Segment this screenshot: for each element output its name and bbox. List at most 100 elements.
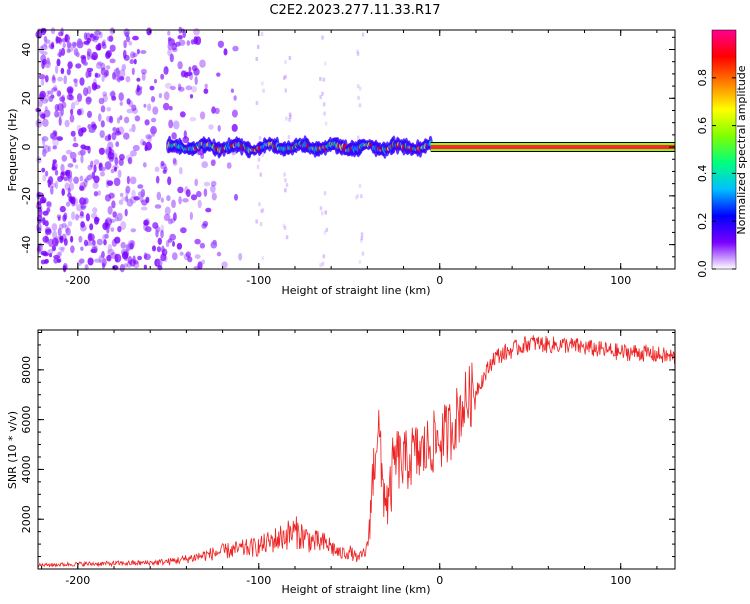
heatmap-streak-cell [324, 121, 328, 126]
heatmap-noise-cell [47, 145, 52, 153]
heatmap-noise-cell [189, 94, 194, 99]
snr-series-line [37, 335, 675, 568]
heatmap-noise-cell [126, 175, 130, 185]
heatmap-noise-cell [177, 186, 184, 194]
heatmap-noise-cell [104, 161, 112, 170]
heatmap-streak-cell [255, 101, 259, 105]
heatmap-noise-cell [64, 34, 70, 43]
heatmap-noise-cell [60, 67, 65, 75]
heatmap-noise-cell [65, 149, 72, 155]
colorbar-gradient [711, 29, 737, 270]
heatmap-streak-cell [319, 76, 322, 81]
heatmap-streak-cell [361, 32, 365, 37]
heatmap-streak-cell [284, 60, 287, 65]
colorbar-tick-label: 0.0 [696, 260, 709, 278]
heatmap-noise-cell [136, 48, 140, 55]
heatmap-noise-cell [52, 145, 57, 150]
heatmap-noise-cell [147, 30, 151, 36]
heatmap-noise-cell [94, 30, 102, 36]
snr-x-ticks: -200 -100 0 100 [41, 330, 658, 587]
heatmap-noise-cell [66, 94, 74, 101]
heatmap-noise-cell [193, 36, 198, 45]
heatmap-noise-cell [76, 93, 83, 102]
heatmap-noise-cell [48, 253, 53, 258]
heatmap-noise-cell [160, 73, 165, 80]
heatmap-noise-cell [70, 245, 75, 254]
heatmap-noise-cell [44, 106, 48, 112]
heatmap-noise-cell [40, 54, 47, 63]
heatmap-noise-cell [126, 108, 134, 114]
figure-title: C2E2.2023.277.11.33.R17 [269, 3, 440, 18]
heatmap-noise-cell [210, 180, 217, 187]
heatmap-noise-cell [56, 136, 63, 141]
heatmap-noise-cell [87, 164, 93, 171]
heatmap-noise-cell [197, 261, 203, 270]
heatmap-noise-cell [114, 74, 122, 81]
heatmap-noise-cell [83, 198, 87, 205]
heatmap-noise-cell [123, 250, 129, 257]
heatmap-noise-cell [84, 177, 89, 183]
heatmap-noise-cell [107, 151, 112, 159]
heatmap-noise-cell [106, 227, 110, 234]
heatmap-noise-cell [101, 41, 106, 47]
heatmap-noise-cell [88, 173, 95, 178]
heatmap-noise-cell [162, 102, 170, 111]
heatmap-noise-cell [190, 85, 198, 93]
heatmap-noise-cell [51, 245, 57, 252]
heatmap-streak-cell [261, 256, 265, 261]
heatmap-noise-cell [201, 161, 208, 169]
heatmap-noise-cell [92, 239, 96, 246]
heatmap-noise-cell [92, 207, 98, 214]
heatmap-noise-cell [70, 102, 76, 110]
heatmap-noise-cell [40, 259, 46, 265]
heatmap-streak-cell [356, 84, 360, 89]
heatmap-noise-cell [94, 216, 99, 225]
heatmap-streak-cell [319, 206, 323, 211]
heatmap-noise-cell [119, 69, 126, 78]
x-tick-label: 100 [610, 574, 631, 587]
heatmap-strong-band-core [430, 145, 675, 150]
heatmap-noise-cell [83, 32, 88, 40]
heatmap-noise-cell [67, 220, 73, 227]
heatmap-noise-cell [62, 263, 68, 271]
heatmap-noise-cell [103, 239, 107, 246]
heatmap-noise-cell [102, 91, 107, 97]
heatmap-noise-cell [35, 118, 43, 128]
heatmap-noise-cell [57, 91, 62, 97]
heatmap-noise-cell [154, 166, 160, 172]
heatmap-noise-cell [179, 111, 186, 118]
heatmap-noise-cell [157, 237, 162, 245]
heatmap-noise-cell [141, 199, 148, 206]
heatmap-noise-cell [80, 203, 87, 209]
heatmap-noise-cell [141, 72, 146, 81]
heatmap-streak-cell [256, 164, 260, 169]
heatmap-noise-cell [105, 65, 111, 70]
heatmap-noise-cell [112, 164, 119, 170]
heatmap-noise-cell [162, 169, 167, 174]
heatmap-streak-cell [358, 184, 362, 188]
heatmap-noise-cell [116, 117, 121, 124]
heatmap-streak-cell [361, 251, 365, 256]
heatmap-noise-cell [188, 66, 192, 72]
y-tick-label: -40 [20, 236, 33, 254]
heatmap-noise-cell [116, 212, 123, 222]
heatmap-noise-cell [120, 241, 126, 249]
heatmap-streak-cell [324, 61, 327, 66]
heatmap-noise-cell [105, 148, 110, 155]
heatmap-noise-cell [57, 251, 62, 256]
heatmap-noise-cell [54, 169, 59, 176]
heatmap-noise-cell [126, 260, 133, 268]
heatmap-noise-cell [99, 31, 103, 39]
heatmap-noise-cell [75, 164, 79, 169]
heatmap-noise-cell [204, 83, 208, 89]
heatmap-noise-cell [98, 97, 105, 105]
heatmap-noise-cell [156, 191, 162, 201]
heatmap-noise-cell [196, 190, 202, 198]
heatmap-noise-cell [131, 123, 136, 133]
heatmap-streak-cell [322, 77, 326, 82]
heatmap-streak-cell [358, 86, 362, 91]
heatmap-noise-cell [119, 192, 124, 198]
heatmap-streak-cell [284, 88, 287, 93]
heatmap-noise-cell [112, 72, 116, 80]
